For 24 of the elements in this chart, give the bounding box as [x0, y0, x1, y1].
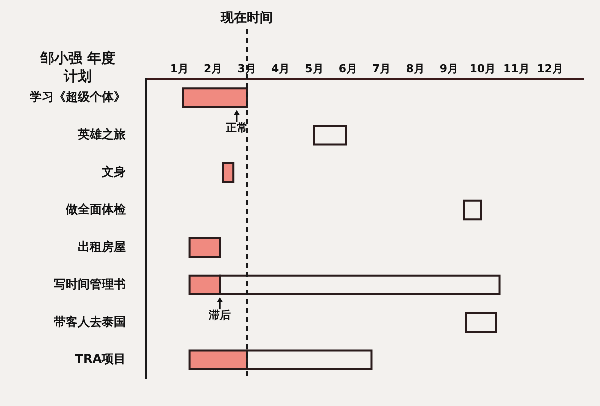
y-tick-label: 英雄之旅: [77, 128, 127, 142]
x-tick-label: 1月: [170, 62, 190, 76]
y-tick-label: 写时间管理书: [54, 277, 126, 292]
x-tick-label: 4月: [271, 62, 290, 76]
y-tick-label: 文身: [101, 164, 126, 179]
y-tick-label: 带客人去泰国: [54, 314, 126, 329]
y-tick-label: TRA项目: [75, 352, 126, 366]
x-tick-label: 7月: [372, 62, 392, 76]
chart-title: 邹小强 年度计划: [39, 50, 116, 86]
x-tick-label: 8月: [406, 62, 425, 76]
y-tick-label: 做全面体检: [65, 202, 127, 216]
x-tick-label: 11月: [503, 62, 530, 76]
annotation: 正常: [224, 122, 248, 135]
x-tick-label: 6月: [338, 62, 358, 76]
x-tick-label: 2月: [204, 62, 223, 76]
x-tick-label: 10月: [470, 62, 496, 76]
x-tick-label: 9月: [440, 62, 459, 76]
y-tick-label: 出租房屋: [78, 240, 126, 254]
annotation: 滞后: [208, 308, 232, 322]
x-tick-label: 3月: [238, 62, 256, 76]
ref-line-label: 现在时间: [220, 11, 274, 26]
x-tick-label: 5月: [305, 62, 324, 76]
y-tick-label: 学习《超级个体》: [30, 90, 126, 104]
x-tick-label: 12月: [537, 62, 564, 76]
